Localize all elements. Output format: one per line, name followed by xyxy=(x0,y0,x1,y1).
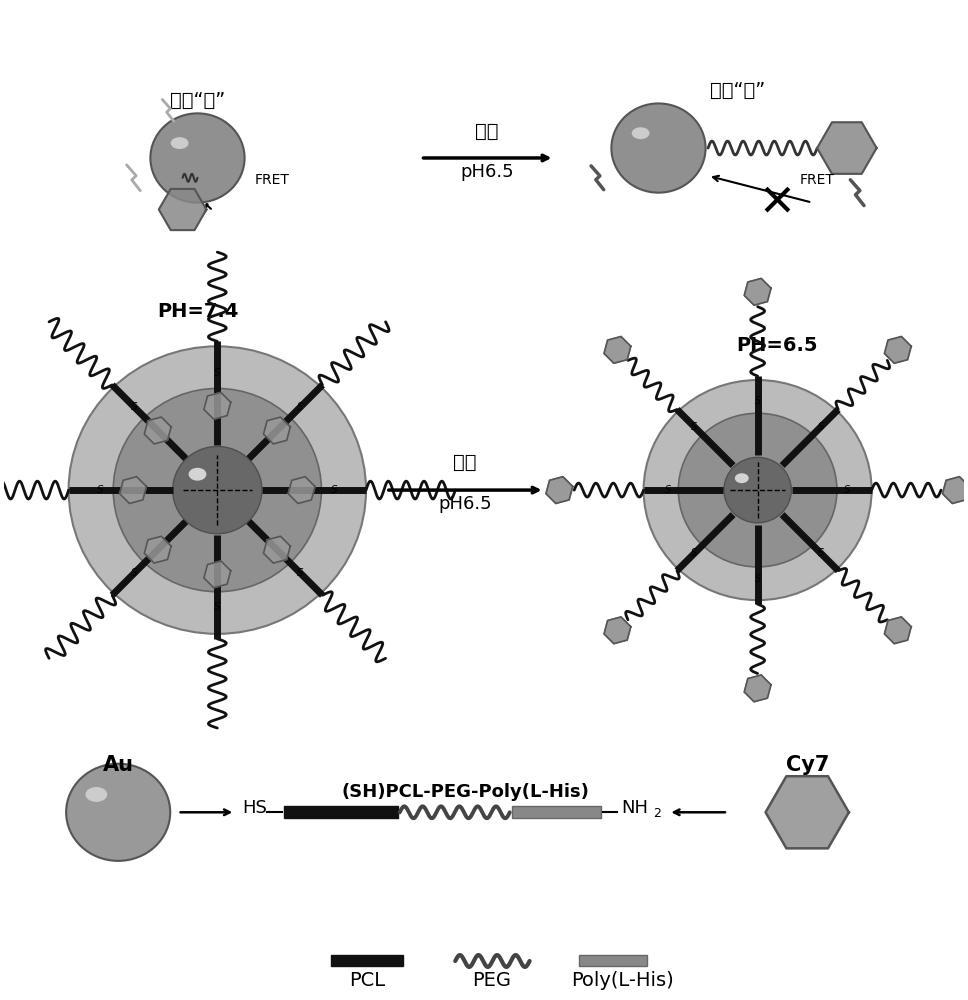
Polygon shape xyxy=(288,477,315,503)
Text: NH: NH xyxy=(620,799,648,817)
Ellipse shape xyxy=(69,346,366,634)
Polygon shape xyxy=(144,417,171,444)
Ellipse shape xyxy=(170,137,189,149)
Polygon shape xyxy=(204,392,230,419)
Polygon shape xyxy=(766,776,849,848)
Text: pH6.5: pH6.5 xyxy=(460,163,514,181)
Text: (SH)PCL-PEG-Poly(L-His): (SH)PCL-PEG-Poly(L-His) xyxy=(342,783,590,801)
Text: pH6.5: pH6.5 xyxy=(439,495,492,513)
Polygon shape xyxy=(885,617,911,644)
Text: S: S xyxy=(297,568,303,578)
Polygon shape xyxy=(744,675,771,702)
Text: S: S xyxy=(214,602,221,612)
Polygon shape xyxy=(546,477,573,503)
Polygon shape xyxy=(263,417,290,444)
Ellipse shape xyxy=(612,103,706,193)
Text: S: S xyxy=(691,548,698,558)
FancyBboxPatch shape xyxy=(284,806,398,818)
Ellipse shape xyxy=(85,787,107,802)
Text: S: S xyxy=(331,485,338,495)
Polygon shape xyxy=(263,536,290,563)
Text: S: S xyxy=(754,574,761,584)
FancyBboxPatch shape xyxy=(579,955,647,966)
Text: 肆瘾: 肆瘾 xyxy=(475,122,499,141)
Text: S: S xyxy=(665,485,672,495)
Text: FRET: FRET xyxy=(800,173,834,187)
Text: 荧光“关”: 荧光“关” xyxy=(169,91,226,110)
Text: 荧光“开”: 荧光“开” xyxy=(711,81,766,100)
Ellipse shape xyxy=(113,388,321,592)
Text: PH=6.5: PH=6.5 xyxy=(737,336,818,355)
Polygon shape xyxy=(885,336,911,363)
Text: S: S xyxy=(297,402,303,412)
Ellipse shape xyxy=(150,113,245,203)
Text: S: S xyxy=(132,568,137,578)
Text: S: S xyxy=(132,402,137,412)
Ellipse shape xyxy=(724,457,791,523)
Text: PEG: PEG xyxy=(472,971,511,990)
Polygon shape xyxy=(744,278,771,305)
Text: S: S xyxy=(818,422,824,432)
Polygon shape xyxy=(120,477,146,503)
FancyBboxPatch shape xyxy=(331,955,403,966)
Polygon shape xyxy=(144,536,171,563)
Ellipse shape xyxy=(189,468,206,481)
FancyBboxPatch shape xyxy=(512,806,601,818)
Text: Poly(L-His): Poly(L-His) xyxy=(571,971,674,990)
Polygon shape xyxy=(159,189,206,230)
Polygon shape xyxy=(204,561,230,588)
Text: 2: 2 xyxy=(653,807,661,820)
Polygon shape xyxy=(604,336,631,363)
Text: S: S xyxy=(754,396,761,406)
Text: HS: HS xyxy=(242,799,267,817)
Text: FRET: FRET xyxy=(255,173,289,187)
Polygon shape xyxy=(604,617,631,644)
Ellipse shape xyxy=(632,127,650,139)
Polygon shape xyxy=(943,477,968,503)
Polygon shape xyxy=(817,122,877,174)
Text: S: S xyxy=(214,368,221,378)
Ellipse shape xyxy=(66,764,170,861)
Text: PH=7.4: PH=7.4 xyxy=(157,302,238,321)
Text: Au: Au xyxy=(103,755,134,775)
Ellipse shape xyxy=(172,446,262,534)
Ellipse shape xyxy=(735,473,748,483)
Text: S: S xyxy=(818,548,824,558)
Text: 肆瘾: 肆瘾 xyxy=(453,453,477,472)
Text: S: S xyxy=(844,485,850,495)
Text: Cy7: Cy7 xyxy=(785,755,829,775)
Text: PCL: PCL xyxy=(348,971,385,990)
Ellipse shape xyxy=(679,413,837,567)
Ellipse shape xyxy=(644,380,871,600)
Text: S: S xyxy=(97,485,104,495)
Text: S: S xyxy=(691,422,698,432)
